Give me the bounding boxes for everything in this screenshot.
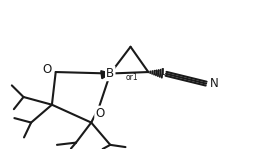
Text: O: O [42, 63, 51, 76]
Text: B: B [106, 67, 114, 80]
Text: or1: or1 [153, 68, 166, 77]
Text: or1: or1 [125, 73, 138, 82]
Text: O: O [95, 107, 105, 120]
Text: N: N [210, 77, 219, 90]
Polygon shape [101, 71, 110, 79]
